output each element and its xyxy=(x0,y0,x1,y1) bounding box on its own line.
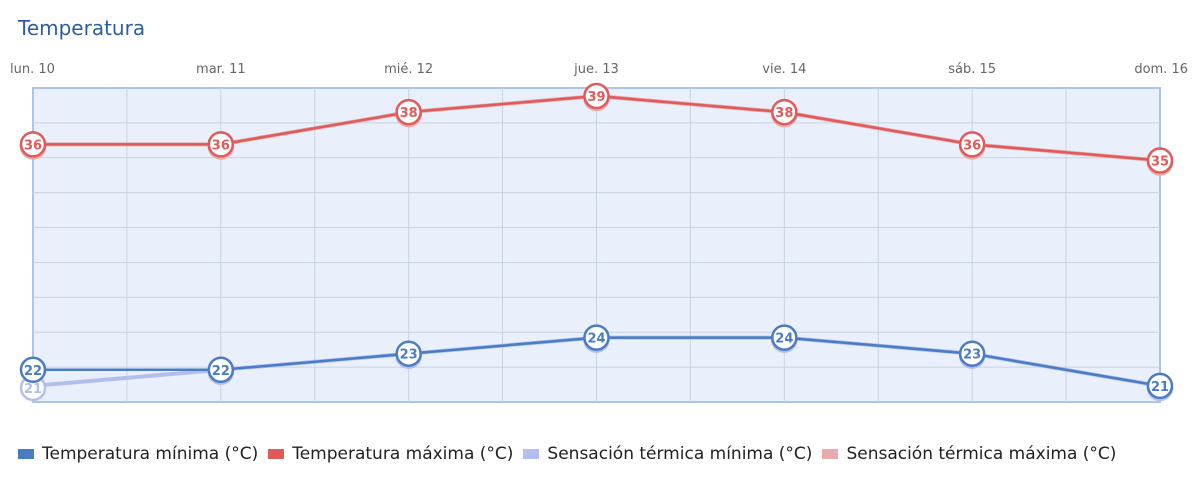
legend-label: Sensación térmica mínima (°C) xyxy=(547,444,813,464)
data-point xyxy=(19,356,47,384)
data-label: 24 xyxy=(775,332,793,347)
data-label: 21 xyxy=(24,382,42,397)
chart-legend: Temperatura mínima (°C) Temperatura máxim… xyxy=(18,444,1126,464)
data-label: 24 xyxy=(587,332,605,347)
data-label: 35 xyxy=(1151,154,1169,169)
x-tick-label: jue. 13 xyxy=(573,62,619,77)
data-point xyxy=(1146,372,1174,400)
legend-swatch xyxy=(18,449,34,459)
data-label: 38 xyxy=(775,106,793,121)
data-label: 38 xyxy=(400,106,418,121)
chart-title: Temperatura xyxy=(18,16,146,40)
data-point xyxy=(771,324,798,351)
legend-item[interactable]: Temperatura mínima (°C) xyxy=(18,444,258,464)
data-point xyxy=(395,98,422,126)
data-point xyxy=(771,98,798,126)
data-label: 22 xyxy=(24,364,42,379)
data-label: 23 xyxy=(400,348,418,363)
x-tick-label: vie. 14 xyxy=(762,62,806,77)
data-label: 36 xyxy=(24,138,42,153)
x-tick-label: mar. 11 xyxy=(196,62,246,77)
data-label: 22 xyxy=(212,364,230,379)
data-point xyxy=(958,131,986,158)
data-point xyxy=(207,356,235,384)
data-point xyxy=(19,131,47,158)
legend-swatch xyxy=(268,449,285,459)
series-1: 36 36 38 39 38 36 35 xyxy=(19,82,1174,174)
data-point xyxy=(958,340,986,367)
data-label: 36 xyxy=(212,138,230,153)
x-tick-label: mié. 12 xyxy=(384,62,433,77)
data-label: 39 xyxy=(587,90,605,105)
legend-swatch xyxy=(523,449,540,459)
data-point xyxy=(207,131,235,158)
x-tick-label: lun. 10 xyxy=(10,62,55,77)
data-label: 23 xyxy=(963,348,981,363)
legend-label: Temperatura mínima (°C) xyxy=(42,444,259,464)
legend-item[interactable]: Sensación térmica mínima (°C) xyxy=(523,444,812,464)
data-point xyxy=(583,82,610,110)
data-point xyxy=(583,324,610,351)
legend-swatch xyxy=(822,449,839,459)
data-label: 36 xyxy=(963,138,981,153)
data-label: 21 xyxy=(1151,380,1169,395)
x-tick-label: dom. 16 xyxy=(1134,62,1188,77)
legend-item[interactable]: Temperatura máxima (°C) xyxy=(268,444,513,464)
legend-item[interactable]: Sensación térmica máxima (°C) xyxy=(822,444,1116,464)
data-point xyxy=(1146,147,1174,174)
temperature-chart: lun. 10 mar. 11 mié. 12 jue. 13 vie. 14 sáb. … xyxy=(10,62,1188,403)
series-0: 22 22 23 24 24 23 21 xyxy=(19,324,1174,400)
legend-label: Sensación térmica máxima (°C) xyxy=(846,444,1117,464)
legend-label: Temperatura máxima (°C) xyxy=(292,444,514,464)
data-point xyxy=(395,340,422,367)
x-tick-label: sáb. 15 xyxy=(948,62,996,77)
